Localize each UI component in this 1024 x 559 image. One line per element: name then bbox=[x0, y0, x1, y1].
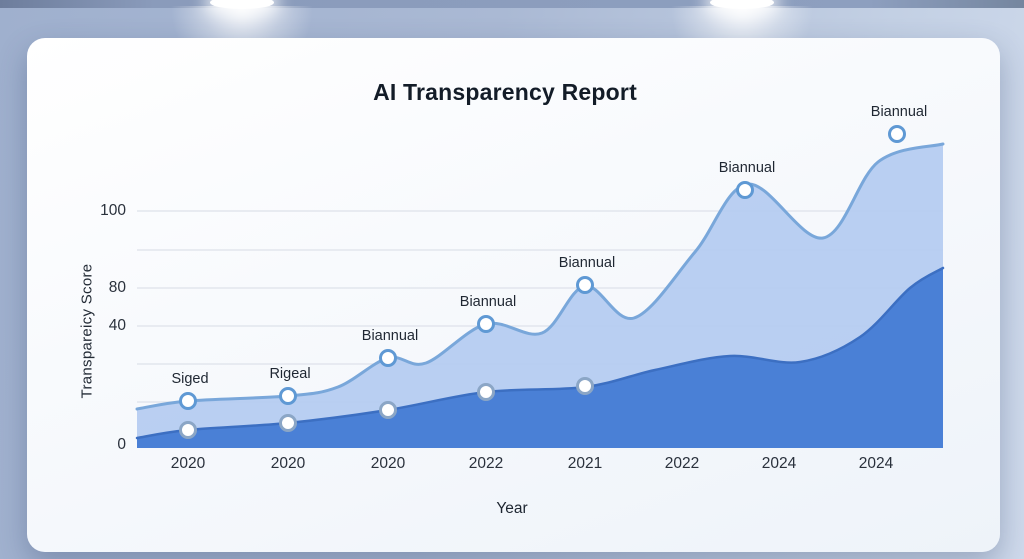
lower-area-line bbox=[135, 266, 945, 440]
x-tick-label: 2022 bbox=[468, 455, 504, 472]
ceiling-strip bbox=[0, 0, 1024, 8]
y-tick-label: 0 bbox=[117, 436, 126, 453]
x-tick-label: 2020 bbox=[370, 455, 406, 472]
x-tick-label: 2020 bbox=[170, 455, 206, 472]
lower-area-fill bbox=[137, 268, 943, 448]
chart-marker bbox=[279, 387, 297, 405]
chart-marker bbox=[736, 181, 754, 199]
y-tick-label: 100 bbox=[100, 202, 126, 219]
point-label: Siged bbox=[171, 371, 209, 387]
chart-marker bbox=[576, 377, 594, 395]
chart-marker bbox=[179, 421, 197, 439]
chart-marker bbox=[888, 125, 906, 143]
chart-marker bbox=[379, 349, 397, 367]
ceiling-light-icon bbox=[210, 0, 274, 9]
point-label: Biannual bbox=[459, 294, 517, 310]
x-tick-label: 2024 bbox=[858, 455, 894, 472]
x-tick-label: 2020 bbox=[270, 455, 306, 472]
point-label: Rigeal bbox=[269, 366, 311, 382]
chart-title: AI Transparency Report bbox=[373, 79, 637, 105]
ceiling-light-icon bbox=[710, 0, 774, 9]
y-tick-label: 80 bbox=[108, 279, 126, 296]
y-tick-label: 40 bbox=[108, 317, 126, 334]
chart-marker bbox=[477, 383, 495, 401]
x-tick-label: 2024 bbox=[761, 455, 797, 472]
chart-marker bbox=[179, 392, 197, 410]
chart-marker bbox=[477, 315, 495, 333]
x-tick-label: 2022 bbox=[664, 455, 700, 472]
point-label: Biannual bbox=[361, 328, 419, 344]
chart-marker bbox=[576, 276, 594, 294]
chart-marker bbox=[379, 401, 397, 419]
x-tick-label: 2021 bbox=[567, 455, 603, 472]
point-label: Biannual bbox=[870, 104, 928, 120]
point-label: Biannual bbox=[718, 160, 776, 176]
y-axis-title: Transpareicy Score bbox=[78, 263, 96, 399]
upper-area-line bbox=[135, 142, 945, 411]
x-axis-title: Year bbox=[496, 500, 528, 517]
chart-marker bbox=[279, 414, 297, 432]
point-label: Biannual bbox=[558, 255, 616, 271]
